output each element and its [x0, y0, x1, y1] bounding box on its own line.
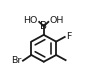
- Text: Br: Br: [11, 56, 22, 65]
- Text: OH: OH: [50, 16, 64, 25]
- Text: HO: HO: [23, 16, 38, 25]
- Text: F: F: [66, 32, 72, 41]
- Text: B: B: [40, 21, 47, 31]
